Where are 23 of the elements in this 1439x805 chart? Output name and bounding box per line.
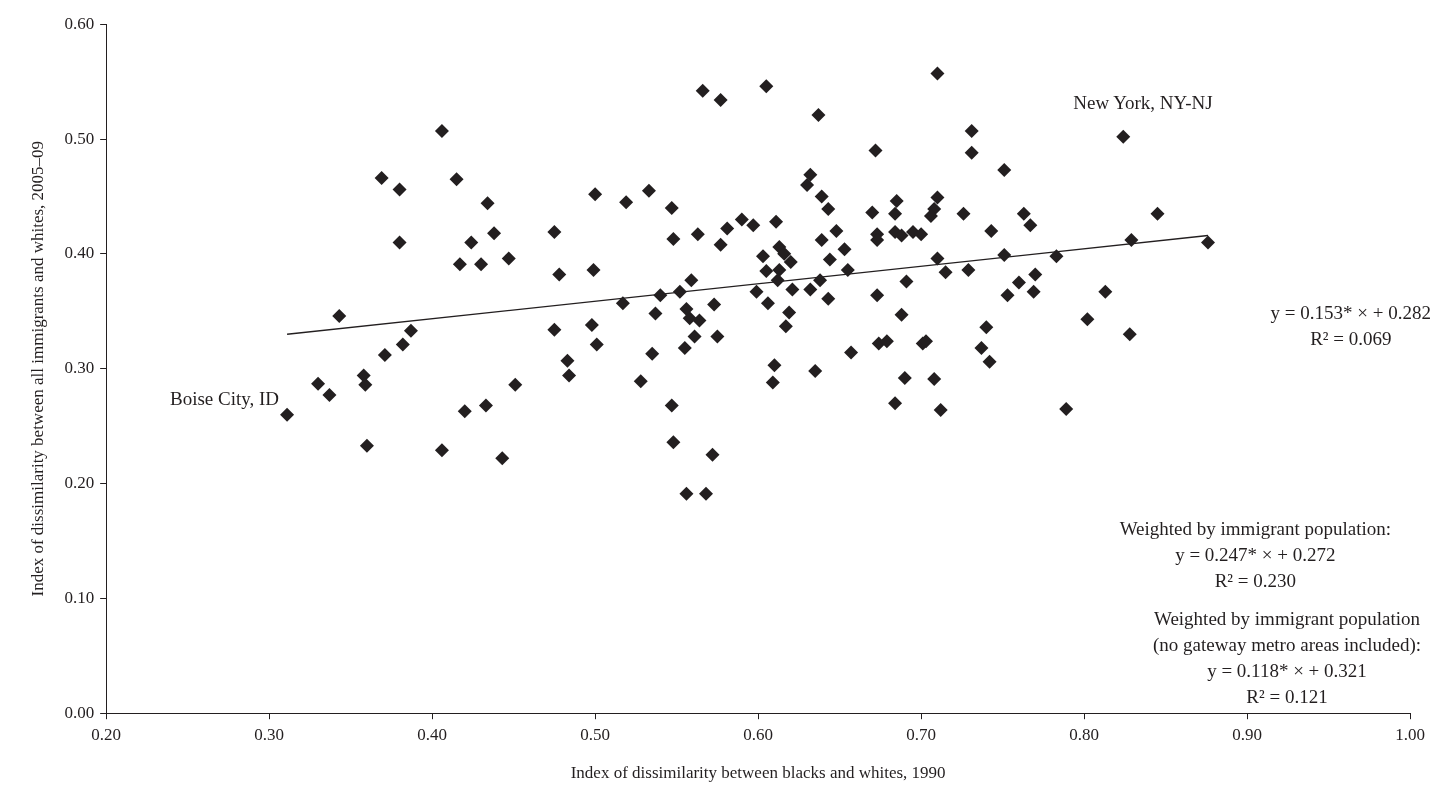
y-tick-label: 0.40 bbox=[64, 243, 95, 263]
x-tick-label: 0.70 bbox=[906, 724, 937, 744]
x-tick-label: 0.90 bbox=[1232, 724, 1262, 744]
y-tick-label: 0.00 bbox=[64, 702, 95, 722]
x-tick-label: 1.00 bbox=[1395, 724, 1425, 744]
y-tick-label: 0.60 bbox=[64, 13, 95, 33]
y-tick-label: 0.50 bbox=[64, 128, 95, 148]
x-tick-label: 0.50 bbox=[580, 724, 611, 744]
annotation: New York, NY-NJ bbox=[1073, 91, 1213, 113]
annotation: Weighted by immigrant population: y = 0.247* × + 0.272 R² = 0.230 bbox=[1119, 517, 1391, 593]
annotation: Weighted by immigrant population (no gateway metro areas included): y = 0.118* × + 0.321 R² = 0.121 bbox=[1153, 607, 1421, 709]
annotation: Boise City, ID bbox=[170, 387, 280, 409]
x-tick-label: 0.20 bbox=[91, 724, 122, 744]
x-tick-label: 0.40 bbox=[417, 724, 448, 744]
x-axis-title: Index of dissimilarity between blacks and whites, 1990 bbox=[570, 763, 946, 783]
x-tick-label: 0.30 bbox=[254, 724, 285, 744]
x-tick-label: 0.80 bbox=[1069, 724, 1100, 744]
y-tick-label: 0.20 bbox=[64, 473, 95, 492]
annotation: y = 0.153* × + 0.282 R² = 0.069 bbox=[1270, 301, 1431, 351]
y-tick-label: 0.10 bbox=[64, 587, 95, 607]
y-axis-title: Index of dissimilarity between all immigrants and whites, 2005–09 bbox=[27, 140, 47, 597]
y-tick-label: 0.30 bbox=[64, 358, 95, 378]
x-tick-label: 0.60 bbox=[743, 724, 774, 744]
